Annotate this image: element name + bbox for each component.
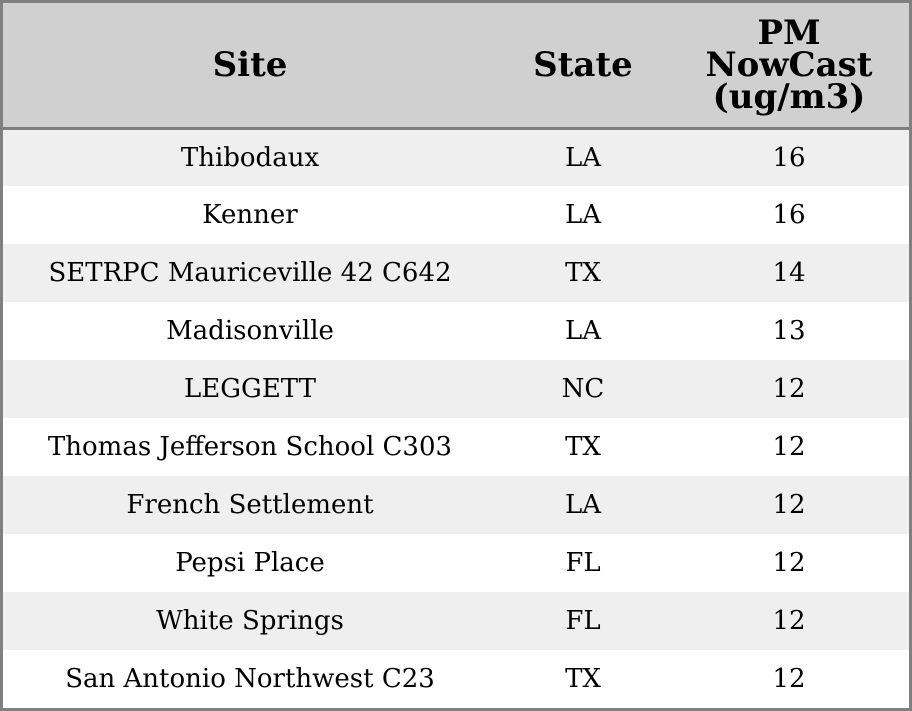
cell-pm: 12: [772, 432, 806, 462]
table-row: Pepsi Place FL 12: [3, 534, 909, 592]
header-row: Site State PM NowCast (ug/m3): [3, 3, 909, 130]
cell-site: French Settlement: [126, 490, 374, 520]
table-row: White Springs FL 12: [3, 592, 909, 650]
cell-site: SETRPC Mauriceville 42 C642: [48, 258, 452, 288]
cell-pm: 13: [772, 316, 806, 346]
table-row: San Antonio Northwest C23 TX 12: [3, 650, 909, 708]
cell-pm: 12: [772, 548, 806, 578]
cell-site: Kenner: [202, 200, 298, 230]
cell-state: LA: [564, 200, 602, 230]
cell-state: NC: [561, 374, 605, 404]
cell-site: Thibodaux: [180, 142, 320, 173]
cell-pm: 16: [772, 200, 806, 230]
cell-state: FL: [565, 606, 601, 636]
cell-site: Madisonville: [166, 316, 334, 346]
table-row: LEGGETT NC 12: [3, 360, 909, 418]
cell-site: San Antonio Northwest C23: [65, 664, 435, 694]
cell-site: Thomas Jefferson School C303: [47, 432, 453, 462]
cell-pm: 14: [772, 258, 806, 288]
table-row: Thomas Jefferson School C303 TX 12: [3, 418, 909, 476]
cell-state: TX: [565, 258, 601, 288]
header-pm-line-2: NowCast: [705, 44, 873, 85]
cell-state: LA: [564, 490, 602, 520]
cell-pm: 12: [772, 490, 806, 520]
table-row: French Settlement LA 12: [3, 476, 909, 534]
cell-site: LEGGETT: [184, 374, 316, 404]
header-site: Site: [3, 3, 497, 130]
cell-state: LA: [564, 142, 602, 173]
pm-nowcast-table: Site State PM NowCast (ug/m3) Thibodaux …: [3, 3, 909, 708]
table-row: Kenner LA 16: [3, 186, 909, 244]
cell-pm: 16: [772, 142, 806, 173]
header-pm-line-1: PM: [757, 12, 821, 53]
cell-site: White Springs: [156, 606, 344, 636]
cell-pm: 12: [772, 606, 806, 636]
cell-state: FL: [565, 548, 601, 578]
cell-pm: 12: [772, 374, 806, 404]
header-pm-line-3: (ug/m3): [712, 76, 866, 117]
cell-pm: 12: [772, 664, 806, 694]
cell-state: TX: [565, 432, 601, 462]
table-header: Site State PM NowCast (ug/m3): [3, 3, 909, 130]
header-pm-nowcast: PM NowCast (ug/m3): [669, 3, 909, 130]
table-row: SETRPC Mauriceville 42 C642 TX 14: [3, 244, 909, 302]
cell-state: LA: [564, 316, 602, 346]
header-state: State: [497, 3, 669, 130]
cell-state: TX: [565, 664, 601, 694]
table-row: Thibodaux LA 16: [3, 128, 909, 186]
table-row: Madisonville LA 13: [3, 302, 909, 360]
table-body: Thibodaux LA 16 Kenner LA 16 SETRPC Maur…: [3, 128, 909, 708]
cell-site: Pepsi Place: [175, 548, 325, 578]
